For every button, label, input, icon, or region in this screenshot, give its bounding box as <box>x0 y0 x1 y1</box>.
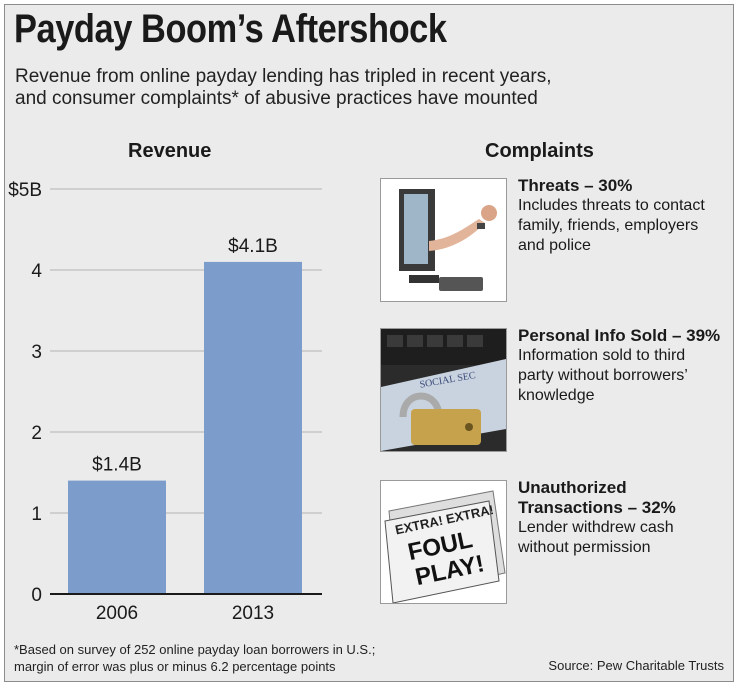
y-tick-label: 3 <box>31 342 42 363</box>
footnote-line-2: margin of error was plus or minus 6.2 pe… <box>14 659 336 674</box>
y-tick-label: 2 <box>31 423 42 444</box>
y-tick-label: 4 <box>31 261 42 282</box>
y-tick-label: 0 <box>31 585 42 606</box>
newspaper-icon: EXTRA! EXTRA! FOUL PLAY! <box>380 480 507 604</box>
complaint-personal-info-sold: SOCIAL SEC Personal Info Sold – 39% Info… <box>380 326 732 456</box>
page-title: Payday Boom’s Aftershock <box>14 7 447 51</box>
x-tick-label: 2006 <box>96 603 138 624</box>
footnote: *Based on survey of 252 online payday lo… <box>14 641 375 675</box>
padlock-ssn-card-icon: SOCIAL SEC <box>380 328 507 452</box>
y-tick-label: $5B <box>8 180 42 201</box>
y-tick-label: 1 <box>31 504 42 525</box>
complaints-heading: Complaints <box>485 140 594 162</box>
complaint-description: Lender withdrew cash without permission <box>518 519 674 556</box>
subtitle-line-1: Revenue from online payday lending has t… <box>15 66 552 87</box>
complaint-title: Personal Info Sold – 39% <box>518 326 721 345</box>
complaint-unauthorized-transactions: EXTRA! EXTRA! FOUL PLAY! Unauthorized Tr… <box>380 478 732 608</box>
source-credit: Source: Pew Charitable Trusts <box>548 658 724 673</box>
complaint-description: Information sold to third party without … <box>518 347 688 404</box>
subtitle-line-2: and consumer complaints* of abusive prac… <box>15 88 538 109</box>
revenue-heading: Revenue <box>128 140 212 162</box>
complaint-description: Includes threats to contact family, frie… <box>518 197 705 254</box>
x-tick-label: 2013 <box>232 603 274 624</box>
subtitle: Revenue from online payday lending has t… <box>15 66 552 110</box>
complaint-threats: Threats – 30% Includes threats to contac… <box>380 176 732 306</box>
bar-value-label: $4.1B <box>228 236 278 257</box>
complaint-title: Unauthorized Transactions – 32% <box>518 478 676 517</box>
bar-2006 <box>68 480 166 594</box>
bar-2013 <box>204 261 302 594</box>
bar-value-label: $1.4B <box>92 455 142 476</box>
complaint-title: Threats – 30% <box>518 176 633 195</box>
footnote-line-1: *Based on survey of 252 online payday lo… <box>14 642 376 657</box>
monitor-arm-icon <box>380 178 507 302</box>
